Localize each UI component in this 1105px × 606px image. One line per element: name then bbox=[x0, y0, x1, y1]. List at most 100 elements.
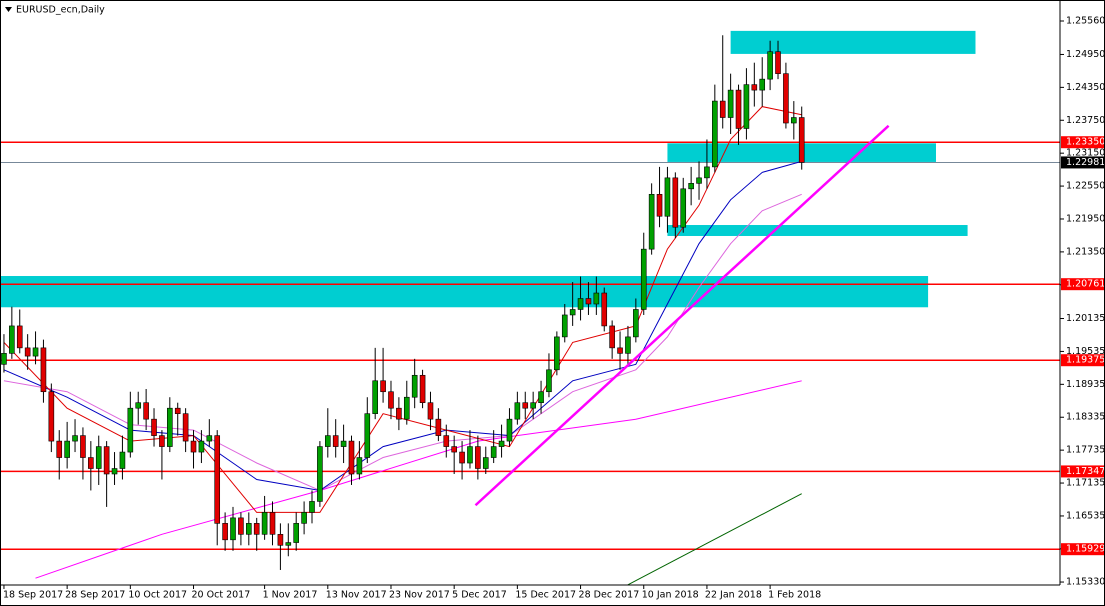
candle-body bbox=[411, 374, 418, 398]
candle-body bbox=[72, 435, 78, 442]
zone bbox=[0, 276, 929, 308]
level-label: 1.15929 bbox=[1066, 544, 1105, 555]
candle-body bbox=[190, 440, 197, 453]
candle-body bbox=[32, 347, 39, 357]
y-tick-label: 1.23150 bbox=[1066, 148, 1105, 159]
candle-body bbox=[775, 51, 781, 74]
candle-body bbox=[246, 523, 252, 535]
candle-body bbox=[672, 177, 679, 228]
level-label-box bbox=[1061, 278, 1105, 291]
candle-body bbox=[40, 347, 47, 393]
level-label: 1.17347 bbox=[1066, 466, 1105, 477]
candle-body bbox=[419, 374, 426, 404]
x-tick-label: 5 Dec 2017 bbox=[452, 590, 507, 601]
candle-body bbox=[364, 413, 371, 458]
candle-body bbox=[688, 183, 694, 190]
zone bbox=[667, 225, 968, 236]
candle-body bbox=[696, 177, 702, 184]
candle-body bbox=[9, 325, 15, 354]
level-label: 1.19375 bbox=[1066, 355, 1105, 366]
candle-body bbox=[80, 435, 86, 458]
candle-body bbox=[167, 407, 173, 447]
candle-body bbox=[585, 298, 592, 305]
candle-body bbox=[475, 446, 481, 469]
candle-body bbox=[95, 446, 102, 469]
candle-body bbox=[119, 451, 126, 469]
plot-area bbox=[0, 30, 1060, 585]
y-tick-label: 1.22550 bbox=[1066, 181, 1105, 192]
candle-body bbox=[482, 457, 489, 469]
candle-body bbox=[514, 402, 521, 420]
candle-body bbox=[546, 369, 552, 393]
level-label-box bbox=[1061, 465, 1105, 478]
candle-body bbox=[151, 418, 157, 436]
y-tick-label: 1.16535 bbox=[1066, 510, 1105, 521]
candle-body bbox=[222, 523, 228, 541]
candle-body bbox=[625, 336, 631, 354]
candle-body bbox=[24, 347, 31, 357]
candle-body bbox=[609, 325, 615, 349]
candle-body bbox=[103, 446, 110, 475]
y-tick-label: 1.17735 bbox=[1066, 445, 1105, 456]
candle-body bbox=[743, 84, 750, 129]
y-tick-label: 1.20135 bbox=[1066, 313, 1105, 324]
candle-body bbox=[293, 523, 299, 543]
candle-body bbox=[16, 325, 23, 349]
y-tick-label: 1.18335 bbox=[1066, 412, 1105, 423]
candle-body bbox=[317, 446, 323, 502]
candle-body bbox=[640, 248, 647, 310]
candle-body bbox=[174, 407, 181, 414]
candle-body bbox=[759, 78, 766, 91]
candle-body bbox=[712, 100, 718, 168]
y-tick-label: 1.24350 bbox=[1066, 82, 1105, 93]
x-tick-label: 1 Feb 2018 bbox=[768, 590, 821, 601]
candle-body bbox=[143, 402, 149, 420]
candle-body bbox=[569, 309, 576, 316]
candle-body bbox=[269, 512, 276, 535]
candle-body bbox=[238, 517, 244, 535]
candle-body bbox=[506, 418, 513, 442]
candle-body bbox=[554, 336, 560, 371]
level-label: 1.20761 bbox=[1066, 279, 1105, 290]
candle-body bbox=[348, 440, 355, 475]
candle-body bbox=[522, 402, 529, 409]
candle-body bbox=[380, 380, 386, 393]
candle-body bbox=[324, 435, 331, 447]
candle-body bbox=[490, 446, 497, 458]
y-tick-label: 1.23750 bbox=[1066, 115, 1105, 126]
menu-icon bbox=[5, 7, 12, 12]
candle-body bbox=[214, 435, 221, 524]
y-tick-label: 1.21350 bbox=[1066, 246, 1105, 257]
candle-body bbox=[577, 298, 584, 310]
candle-body bbox=[648, 194, 655, 250]
candle-body bbox=[767, 51, 773, 80]
candle-body bbox=[285, 542, 292, 546]
x-tick-label: 22 Jan 2018 bbox=[705, 590, 762, 601]
candle-body bbox=[538, 391, 544, 404]
candle-body bbox=[111, 468, 118, 475]
candle-body bbox=[656, 194, 663, 217]
candle-body bbox=[467, 446, 473, 464]
zone bbox=[730, 30, 976, 54]
y-tick-label: 1.24950 bbox=[1066, 49, 1105, 60]
x-tick-label: 20 Oct 2017 bbox=[192, 590, 251, 601]
x-tick-label: 23 Nov 2017 bbox=[389, 590, 450, 601]
candle-body bbox=[783, 73, 789, 124]
candle-body bbox=[451, 446, 457, 453]
candle-body bbox=[206, 435, 213, 442]
candle-body bbox=[704, 166, 710, 179]
candle-body bbox=[791, 117, 797, 124]
candle-body bbox=[388, 391, 394, 409]
candle-body bbox=[727, 89, 734, 118]
candle-body bbox=[633, 309, 639, 338]
candle-body bbox=[48, 391, 55, 442]
candle-body bbox=[277, 534, 284, 546]
candle-body bbox=[230, 517, 236, 541]
candle-body bbox=[253, 523, 260, 535]
x-tick-label: 13 Nov 2017 bbox=[326, 590, 387, 601]
level-label-box bbox=[1061, 543, 1105, 556]
level-label: 1.23350 bbox=[1066, 137, 1105, 148]
candle-body bbox=[309, 501, 315, 513]
candle-body bbox=[56, 440, 63, 458]
